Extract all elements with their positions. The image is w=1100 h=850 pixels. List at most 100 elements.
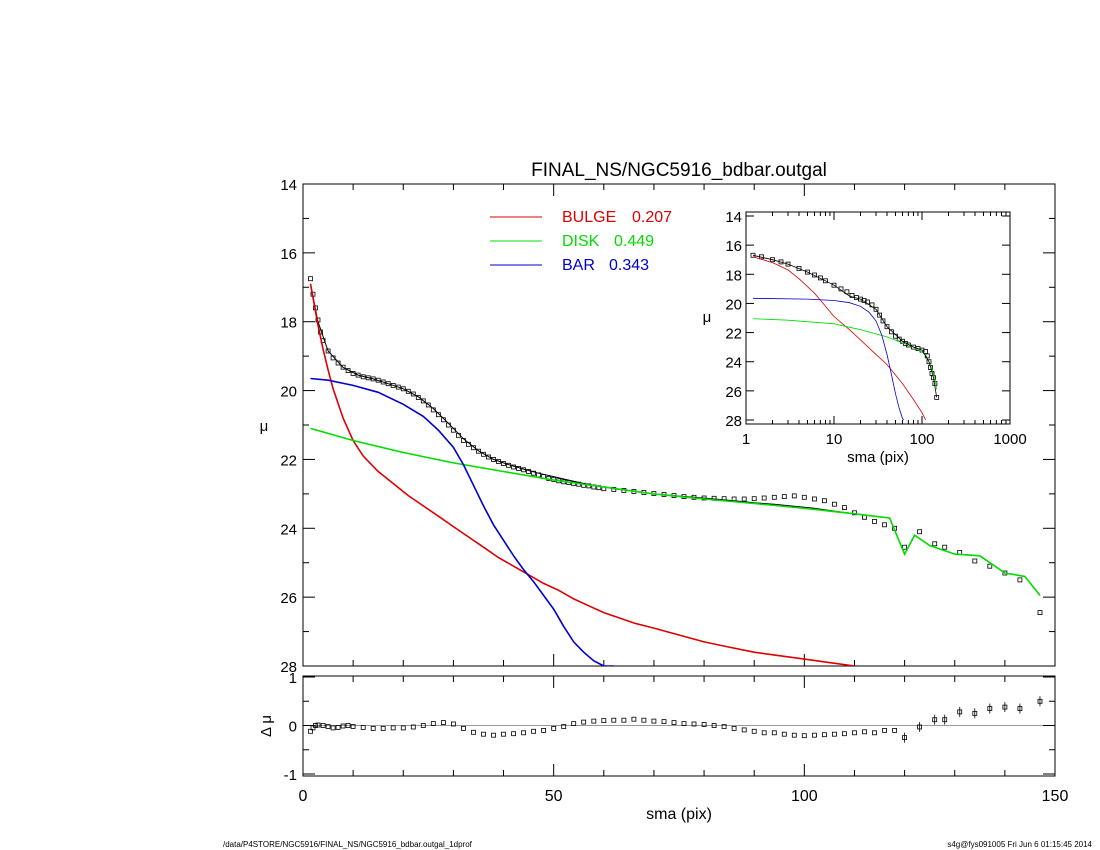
residual-data-point — [842, 731, 847, 737]
inset-data-point — [880, 318, 886, 324]
residual-data-point — [481, 731, 486, 737]
residual-data-point — [350, 724, 356, 729]
residual-frame — [302, 675, 1056, 777]
residual-data-point — [761, 730, 767, 736]
residual-data-point — [410, 724, 416, 730]
main-data-point — [761, 495, 767, 501]
residual-data-point — [571, 721, 577, 726]
main-data-point — [771, 494, 777, 500]
residual-data-point — [987, 706, 993, 711]
main-data-point — [987, 563, 993, 569]
inset-x-tick-label: 1 — [742, 431, 750, 448]
residual-data-point — [501, 731, 506, 737]
residual-data-point — [380, 726, 386, 731]
inset-plot-area — [750, 252, 940, 421]
inset-data-point — [889, 329, 894, 335]
inset-y-tick-label: 24 — [725, 355, 742, 372]
main-data-point — [415, 395, 421, 400]
inset-x-tick-label: 100 — [909, 431, 934, 448]
residual-data-point — [872, 730, 877, 736]
main-data-point — [882, 522, 887, 528]
residual-data-point — [345, 723, 351, 728]
x-axis-label: sma (pix) — [646, 806, 712, 823]
residual-data-point — [460, 726, 466, 731]
main-y-tick-label: 28 — [280, 659, 297, 676]
main-data-point — [902, 544, 907, 550]
residual-data-point — [671, 720, 677, 725]
residual-data-point — [771, 730, 777, 736]
inset-y-tick-label: 16 — [725, 238, 742, 255]
inset-y-tick-label: 14 — [725, 209, 742, 226]
legend-value-disk: 0.449 — [614, 233, 654, 250]
residual-data-point — [581, 719, 587, 725]
main-y-tick-label: 14 — [280, 177, 297, 194]
x-tick-label: 0 — [299, 788, 308, 805]
main-data-point — [395, 384, 401, 390]
main-y-tick-label: 24 — [280, 521, 297, 538]
main-data-point — [471, 445, 476, 451]
inset-line-total — [752, 254, 938, 398]
residual-y-tick-label: -1 — [284, 767, 297, 784]
residual-data-point — [651, 718, 657, 724]
inset-data-point — [877, 312, 882, 318]
residual-data-point — [852, 730, 857, 736]
main-data-point — [741, 496, 747, 502]
residual-data-point — [601, 718, 607, 723]
legend-label-bulge: BULGE — [562, 209, 616, 226]
inset-data-point — [796, 266, 802, 271]
residual-data-point — [882, 728, 887, 733]
main-data-point — [872, 519, 877, 524]
inset-data-point — [805, 269, 810, 275]
footer-left-path: /data/P4STORE/NGC5916/FINAL_NS/NGC5916_b… — [223, 840, 472, 849]
main-data-point — [486, 454, 491, 460]
main-data-point — [1037, 610, 1043, 615]
main-data-point — [476, 448, 481, 454]
residual-data-point — [360, 725, 366, 730]
x-tick-label: 100 — [791, 788, 818, 805]
main-data-point — [308, 276, 313, 282]
main-data-point — [425, 402, 431, 408]
inset-line-bulge — [752, 256, 926, 421]
main-data-point — [781, 494, 787, 500]
main-y-tick-label: 26 — [280, 590, 297, 607]
residual-data-point — [335, 725, 341, 730]
residual-data-point — [932, 717, 938, 723]
main-data-point — [390, 382, 396, 388]
residual-data-point — [781, 731, 787, 737]
legend-label-bar: BAR — [562, 257, 595, 274]
main-y-tick-label: 20 — [280, 384, 297, 401]
residual-y-tick-label: 1 — [289, 670, 297, 687]
main-data-point — [335, 360, 341, 366]
residual-data-point — [957, 709, 963, 715]
main-data-point — [822, 498, 827, 504]
main-plot-area — [308, 276, 1043, 666]
residual-data-point — [681, 721, 687, 726]
main-line-bar — [310, 377, 614, 666]
residual-data-point — [511, 731, 517, 737]
inset-data-point — [884, 324, 890, 330]
main-data-point — [325, 348, 331, 354]
residual-data-point — [631, 716, 637, 722]
residual-data-point — [731, 726, 737, 731]
inset-data-point — [858, 296, 863, 302]
main-data-point — [932, 541, 938, 547]
main-data-point — [385, 381, 391, 387]
main-data-point — [410, 391, 416, 397]
main-data-point — [491, 456, 496, 462]
footer-right-stamp: s4g@fys091005 Fri Jun 6 01:15:45 2014 — [947, 840, 1092, 849]
inset-data-point — [823, 278, 828, 284]
x-tick-label: 50 — [545, 788, 563, 805]
residual-data-point — [325, 724, 331, 729]
main-line-bulge — [309, 283, 855, 666]
residual-data-point — [621, 717, 627, 723]
legend-value-bar: 0.343 — [609, 257, 649, 274]
residual-data-point — [390, 725, 396, 731]
inset-data-point — [849, 292, 855, 298]
main-data-point — [420, 398, 426, 404]
residual-data-point — [751, 728, 757, 734]
residual-data-point — [320, 723, 326, 728]
inset-data-point — [785, 261, 791, 267]
residual-data-point — [591, 718, 597, 724]
